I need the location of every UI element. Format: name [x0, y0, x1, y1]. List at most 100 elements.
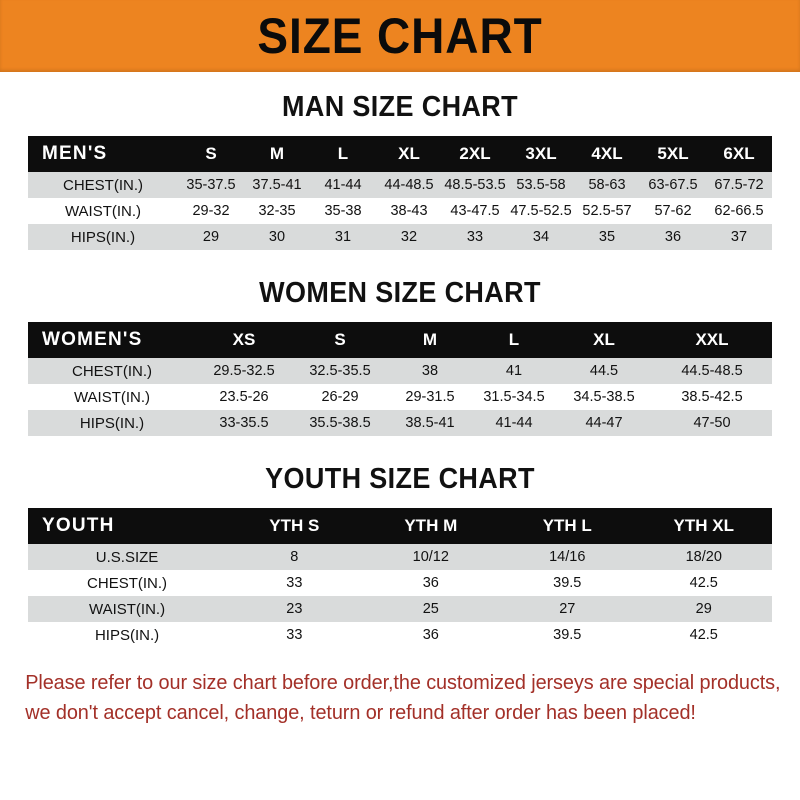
- table-row: WAIST(IN.) 23.5-26 26-29 29-31.5 31.5-34…: [28, 384, 772, 410]
- men-cell: 41-44: [324, 177, 362, 193]
- order-policy-note-line-1: Please refer to our size chart before or…: [25, 671, 781, 694]
- women-cell: 44.5-48.5: [681, 363, 743, 379]
- men-cell: 63-67.5: [648, 177, 698, 193]
- spacer-men-title: [0, 122, 800, 136]
- youth-size-header: YTH XL: [673, 516, 734, 535]
- men-cell: 48.5-53.5: [444, 177, 506, 193]
- youth-cell: 42.5: [689, 575, 718, 591]
- women-size-header: XL: [593, 330, 615, 349]
- youth-table-head: YOUTH YTH S YTH M YTH L YTH XL: [28, 508, 772, 544]
- youth-size-header: YTH M: [404, 516, 458, 535]
- youth-row-label: WAIST(IN.): [88, 600, 166, 618]
- men-size-header: 4XL: [591, 144, 623, 163]
- men-row-label: HIPS(IN.): [70, 228, 136, 246]
- men-size-header: S: [205, 144, 217, 163]
- youth-cell: 29: [695, 601, 712, 617]
- spacer-youth-title: [0, 494, 800, 508]
- women-cell: 31.5-34.5: [483, 389, 545, 405]
- women-cell: 26-29: [321, 389, 359, 405]
- women-size-header: M: [422, 330, 438, 349]
- women-chart-block: WOMEN'S XS S M L XL XXL CHEST(IN.) 29.5-…: [0, 322, 800, 436]
- youth-size-header: YTH L: [542, 516, 592, 535]
- youth-row-label: CHEST(IN.): [87, 574, 168, 592]
- women-size-header: S: [334, 330, 346, 349]
- spacer-before-note: [0, 648, 800, 668]
- women-size-table: WOMEN'S XS S M L XL XXL CHEST(IN.) 29.5-…: [28, 322, 772, 436]
- women-row-label: WAIST(IN.): [73, 388, 151, 406]
- men-corner-label: MEN'S: [42, 143, 108, 164]
- youth-row-label: HIPS(IN.): [94, 626, 160, 644]
- men-cell: 58-63: [588, 177, 626, 193]
- youth-cell: 14/16: [549, 549, 586, 565]
- table-row: HIPS(IN.) 33 36 39.5 42.5: [28, 622, 772, 648]
- men-cell: 52.5-57: [582, 203, 632, 219]
- men-table-body: CHEST(IN.) 35-37.5 37.5-41 41-44 44-48.5…: [28, 172, 772, 250]
- women-row-label: HIPS(IN.): [79, 414, 145, 432]
- women-cell: 44.5: [589, 363, 619, 379]
- youth-cell: 23: [286, 601, 303, 617]
- youth-cell: 36: [422, 627, 439, 643]
- youth-table-body: U.S.SIZE 8 10/12 14/16 18/20 CHEST(IN.) …: [28, 544, 772, 648]
- men-cell: 44-48.5: [384, 177, 434, 193]
- women-section-title: WOMEN SIZE CHART: [259, 277, 541, 309]
- women-cell: 38: [421, 363, 439, 379]
- youth-cell: 25: [422, 601, 439, 617]
- men-header-row: MEN'S S M L XL 2XL 3XL 4XL 5XL 6XL: [28, 136, 772, 172]
- men-cell: 36: [664, 229, 682, 245]
- page-banner: SIZE CHART: [0, 0, 800, 72]
- men-size-header: 3XL: [525, 144, 557, 163]
- men-size-header: 2XL: [459, 144, 491, 163]
- men-size-header: 5XL: [657, 144, 689, 163]
- men-cell: 67.5-72: [714, 177, 764, 193]
- women-row-label: CHEST(IN.): [72, 362, 152, 380]
- men-cell: 32-35: [258, 203, 296, 219]
- spacer-women-title: [0, 308, 800, 322]
- table-row: CHEST(IN.) 29.5-32.5 32.5-35.5 38 41 44.…: [28, 358, 772, 384]
- men-cell: 29-32: [192, 203, 230, 219]
- men-cell: 62-66.5: [714, 203, 764, 219]
- men-row-label: CHEST(IN.): [63, 176, 143, 194]
- youth-cell: 36: [422, 575, 439, 591]
- women-cell: 38.5-41: [405, 415, 455, 431]
- spacer-women-youth: [0, 436, 800, 464]
- youth-row-label: U.S.SIZE: [95, 548, 159, 566]
- women-cell: 32.5-35.5: [309, 363, 371, 379]
- youth-cell: 33: [286, 575, 303, 591]
- women-size-header: XXL: [695, 330, 729, 349]
- men-section-title: MAN SIZE CHART: [282, 91, 518, 123]
- youth-cell: 39.5: [553, 627, 582, 643]
- youth-cell: 39.5: [553, 575, 582, 591]
- women-cell: 33-35.5: [219, 415, 269, 431]
- men-cell: 38-43: [390, 203, 428, 219]
- men-cell: 35: [598, 229, 616, 245]
- women-cell: 29-31.5: [405, 389, 455, 405]
- women-cell: 41-44: [495, 415, 533, 431]
- men-table-head: MEN'S S M L XL 2XL 3XL 4XL 5XL 6XL: [28, 136, 772, 172]
- men-cell: 37: [730, 229, 748, 245]
- women-cell: 44-47: [585, 415, 623, 431]
- women-cell: 41: [505, 363, 523, 379]
- men-size-header: XL: [398, 144, 420, 163]
- women-cell: 47-50: [693, 415, 731, 431]
- youth-corner-label: YOUTH: [42, 515, 115, 536]
- youth-cell: 33: [286, 627, 303, 643]
- table-row: WAIST(IN.) 29-32 32-35 35-38 38-43 43-47…: [28, 198, 772, 224]
- women-header-row: WOMEN'S XS S M L XL XXL: [28, 322, 772, 358]
- women-table-body: CHEST(IN.) 29.5-32.5 32.5-35.5 38 41 44.…: [28, 358, 772, 436]
- youth-cell: 42.5: [689, 627, 718, 643]
- men-size-table: MEN'S S M L XL 2XL 3XL 4XL 5XL 6XL CHEST…: [28, 136, 772, 250]
- women-table-head: WOMEN'S XS S M L XL XXL: [28, 322, 772, 358]
- youth-cell: 27: [559, 601, 576, 617]
- table-row: U.S.SIZE 8 10/12 14/16 18/20: [28, 544, 772, 570]
- men-cell: 34: [532, 229, 550, 245]
- men-cell: 35-38: [324, 203, 362, 219]
- men-cell: 47.5-52.5: [510, 203, 572, 219]
- women-cell: 23.5-26: [219, 389, 269, 405]
- spacer-men-women: [0, 250, 800, 278]
- spacer-after-banner: [0, 72, 800, 92]
- men-cell: 53.5-58: [516, 177, 566, 193]
- women-cell: 29.5-32.5: [213, 363, 275, 379]
- men-cell: 37.5-41: [252, 177, 302, 193]
- table-row: CHEST(IN.) 35-37.5 37.5-41 41-44 44-48.5…: [28, 172, 772, 198]
